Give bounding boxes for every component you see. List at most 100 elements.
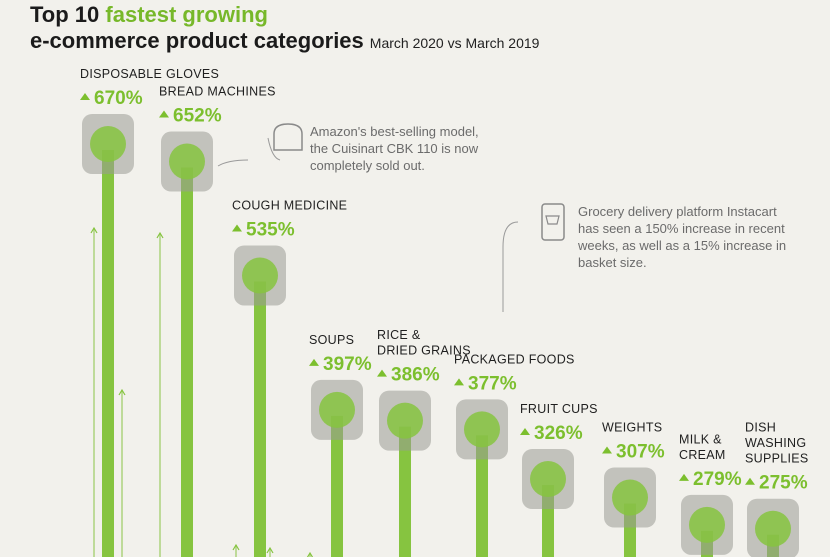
title-line-2: e-commerce product categories March 2020 … — [30, 28, 539, 56]
bar — [476, 435, 488, 557]
value-label: 279% — [693, 469, 742, 490]
annotation-connector — [267, 137, 281, 161]
rice-bag-icon-highlight — [387, 402, 423, 439]
phone-outline — [541, 203, 565, 241]
bread-machine-icon-highlight — [169, 143, 205, 180]
value-label: 535% — [246, 219, 295, 240]
up-triangle-icon — [745, 477, 755, 485]
category-label: SOUPS — [309, 333, 354, 347]
category-label: COUGH MEDICINE — [232, 198, 347, 212]
category-label: PACKAGED FOODS — [454, 352, 575, 366]
value-label: 377% — [468, 373, 517, 394]
gloves-icon-highlight — [90, 126, 126, 162]
value-label: 397% — [323, 354, 372, 375]
up-triangle-icon — [520, 428, 530, 436]
annotation-text: Grocery delivery platform Instacart — [578, 204, 777, 219]
background-arrow — [118, 388, 126, 557]
annotation-packaged-foods: Grocery delivery platform Instacart has s… — [502, 203, 786, 312]
background-arrow — [156, 231, 164, 557]
category-label: RICE & — [377, 328, 421, 342]
title-prefix: Top 10 — [30, 2, 106, 27]
noodle-bowl-icon — [456, 399, 508, 460]
annotation-text: basket size. — [578, 255, 647, 270]
category-label: SUPPLIES — [745, 452, 809, 466]
chart-title: Top 10 fastest growing e-commerce produc… — [30, 2, 539, 56]
up-triangle-icon — [309, 358, 319, 366]
category-label: BREAD MACHINES — [159, 85, 276, 99]
fruit-cup-icon-highlight — [530, 461, 566, 498]
category-label: DISPOSABLE GLOVES — [80, 67, 219, 81]
annotation-text: has seen a 150% increase in recent — [578, 221, 785, 236]
annotation-text: completely sold out. — [310, 158, 425, 173]
bar-group: COUGH MEDICINE 535% — [232, 198, 347, 557]
fruit-cup-icon — [522, 449, 574, 510]
annotation-connector — [502, 221, 519, 312]
up-triangle-icon — [454, 378, 464, 386]
value-label: 386% — [391, 365, 440, 386]
value-label: 670% — [94, 88, 143, 109]
bar-group: WEIGHTS 307% — [602, 421, 665, 557]
soup-can-icon — [311, 379, 363, 440]
medicine-box-icon-highlight — [242, 257, 278, 294]
category-label: WASHING — [745, 436, 806, 450]
dish-soap-icon-highlight — [755, 510, 791, 547]
soup-can-icon-highlight — [319, 391, 355, 428]
dumbbell-icon — [604, 467, 656, 528]
bar-group: FRUIT CUPS 326% — [520, 402, 598, 557]
up-triangle-icon — [602, 446, 612, 454]
background-arrow-head — [306, 551, 314, 557]
bar-group: DISPOSABLE GLOVES 670% — [80, 67, 219, 557]
background-arrow — [232, 543, 240, 557]
cart-outline — [545, 215, 560, 225]
chart-subtitle: March 2020 vs March 2019 — [369, 35, 540, 51]
up-triangle-icon — [159, 110, 169, 118]
medicine-box-icon — [234, 245, 286, 306]
dish-soap-icon — [747, 498, 799, 557]
title-line-1: Top 10 fastest growing — [30, 2, 539, 28]
up-triangle-icon — [232, 224, 242, 232]
bar-group: RICE & DRIED GRAINS 386% — [377, 328, 471, 557]
title-accent: fastest growing — [105, 2, 268, 27]
background-arrow-head — [156, 231, 164, 239]
value-label: 275% — [759, 473, 808, 494]
up-triangle-icon — [80, 93, 90, 100]
annotation-connector — [217, 159, 249, 167]
background-arrow — [90, 226, 98, 557]
title-main: e-commerce product categories — [30, 28, 364, 53]
bar — [399, 426, 411, 557]
bar — [181, 167, 193, 557]
annotation-text: the Cuisinart CBK 110 is now — [310, 141, 479, 156]
annotation-text: Amazon's best-selling model, — [310, 124, 479, 139]
value-label: 307% — [616, 442, 665, 463]
bread-icon — [273, 123, 303, 151]
bar — [102, 150, 114, 557]
bar-group: MILK & CREAM 279% — [679, 432, 742, 557]
value-label: 652% — [173, 106, 222, 127]
dumbbell-icon-highlight — [612, 479, 648, 516]
category-label: FRUIT CUPS — [520, 402, 598, 416]
annotation-bread-machines: Amazon's best-selling model, the Cuisinar… — [217, 123, 479, 173]
background-arrow-head — [266, 546, 274, 554]
gloves-icon — [82, 114, 134, 174]
bread-icon-outline — [273, 123, 303, 151]
background-arrow-head — [90, 226, 98, 234]
category-label: DRIED GRAINS — [377, 344, 471, 358]
background-arrow-head — [232, 543, 240, 551]
up-triangle-icon — [377, 369, 387, 377]
bar — [331, 415, 343, 557]
category-label: MILK & — [679, 432, 722, 446]
background-arrow — [306, 551, 314, 557]
bread-machine-icon — [161, 131, 213, 192]
bar-group: BREAD MACHINES 652% — [159, 85, 276, 557]
category-label: WEIGHTS — [602, 421, 662, 435]
up-triangle-icon — [679, 473, 689, 481]
bar-group: PACKAGED FOODS 377% — [454, 352, 575, 557]
background-arrow — [266, 546, 274, 557]
noodle-bowl-icon-highlight — [464, 411, 500, 448]
milk-carton-icon-highlight — [689, 506, 725, 543]
background-arrow-head — [118, 388, 126, 396]
rice-bag-icon — [379, 390, 431, 451]
milk-carton-icon — [681, 494, 733, 555]
